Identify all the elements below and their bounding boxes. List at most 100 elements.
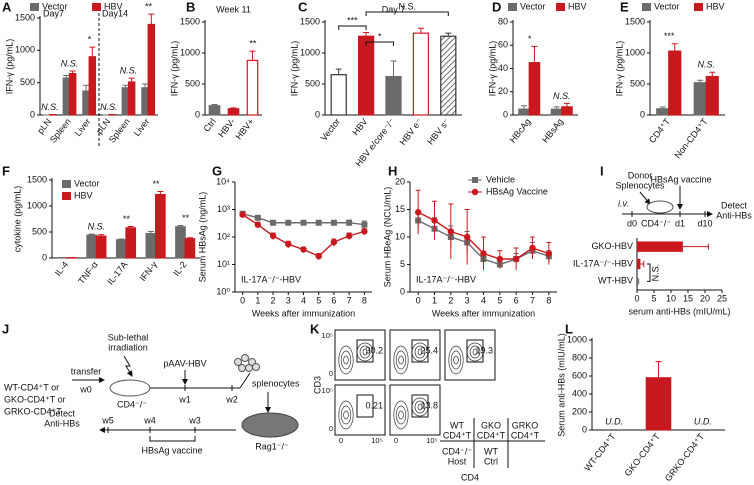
annotation: IL-17A⁻/⁻-HBV [241,274,301,284]
flow-contour [395,405,407,425]
point [270,219,277,226]
x-tick-label: HBV s⁻ [425,116,452,146]
y-tick-label: 500 [305,78,320,88]
error-bar [697,79,704,83]
bar [518,108,530,116]
y-axis-label: IFN-γ (pg/mL) [487,41,497,97]
y-tick-label: 0 [640,109,645,119]
significance-label: N.S. [88,221,106,231]
y-tick-label: 0 [582,424,587,434]
cell-icon [252,363,260,371]
bar [155,193,166,259]
error-bar [88,233,95,236]
bar [637,258,641,270]
legend-swatch [62,180,71,188]
error-bar [147,230,154,234]
y-tick-label: 0 [315,109,320,119]
significance-label: *** [663,31,674,41]
schematic-label: CD4⁻/⁻ [641,218,671,228]
x-tick-label: 2 [448,295,453,305]
x-tick-label: 20 [700,293,710,303]
x-tick-label: CD4⁺T [647,116,673,145]
y-axis-label: cytokine (pg/mL) [12,186,22,253]
axis-tick-label: 10⁵ [322,331,333,340]
bar [145,232,157,259]
x-tick-label: 0 [634,293,639,303]
flow-plot-frame [389,329,441,381]
significance-label: N.S. [120,66,138,76]
point [545,250,553,257]
table-header: CD4⁺T [477,430,506,440]
panel-letter: I [600,163,604,178]
table-cell: WT [484,446,498,456]
x-tick-label: HBV [350,117,369,138]
error-bar [390,60,397,77]
point [300,219,307,226]
gate-value: 30.2 [365,345,383,355]
arrow [239,372,251,389]
bar [330,74,347,116]
flow-plot-frame [334,384,386,436]
label: Detect [49,408,76,418]
error-bar [157,190,164,195]
irradiation-bolt [123,355,133,377]
point [361,221,368,228]
error-bar [122,84,129,88]
x-tick-label: HBV+ [233,117,256,142]
bar [227,108,240,116]
label: w3 [188,415,201,425]
flow-contour [398,355,404,365]
error-bar [230,107,237,109]
bar [115,239,127,259]
y-tick-label: 15 [395,204,405,214]
flow-gate [411,394,429,418]
significance-bracket [365,11,449,16]
x-tick-label: HBsAg [540,117,565,145]
legend-label: Vehicle [486,174,515,184]
y-axis-label: CD3 [312,376,322,394]
significance-label: ** [152,179,160,189]
significance-label: N.S. [697,60,715,70]
legend-swatch [92,3,101,11]
label: w0 [79,384,92,394]
flow-plot-frame [334,329,386,381]
x-tick-label: pLN [35,117,53,136]
error-bar [98,234,105,237]
x-tick-label: Non-CD4⁺T [672,116,710,160]
flow-gate [356,394,374,418]
panel-letter: D [492,0,501,14]
y-tick-label: 10² [217,231,230,241]
y-tick-label: 10³ [217,204,230,214]
y-tick-label: 1500 [27,174,47,184]
bar [86,234,98,259]
significance-label: N.S. [398,1,416,11]
flow-contour [417,403,423,411]
legend-swatch [642,3,651,11]
bar [637,241,683,252]
error-bar [659,106,666,109]
bar [440,35,457,116]
flow-plot-frame [389,384,441,436]
legend-label: HBsAg Vaccine [486,186,548,196]
legend-label: Vector [520,1,546,11]
x-tick-label: IL-17A [105,260,129,287]
bar [645,377,672,431]
x-tick-label: Ctrl [201,117,217,134]
flow-contour [340,350,352,370]
flow-contour [472,348,478,356]
x-tick-label: 3 [286,295,291,305]
bar [693,82,707,116]
flow-gate [466,339,484,363]
panel-letter: J [2,321,9,336]
x-tick-label: GRKO-CD4⁺T [663,431,707,483]
y-tick-label: 0 [42,252,47,262]
point [431,217,438,224]
legend-label: HBV [568,1,587,11]
point [330,219,337,226]
table-cell: Host [448,456,467,466]
schematic-label: HBsAg vaccine [650,174,711,184]
flow-contour [469,345,481,359]
flow-contour [343,410,349,420]
